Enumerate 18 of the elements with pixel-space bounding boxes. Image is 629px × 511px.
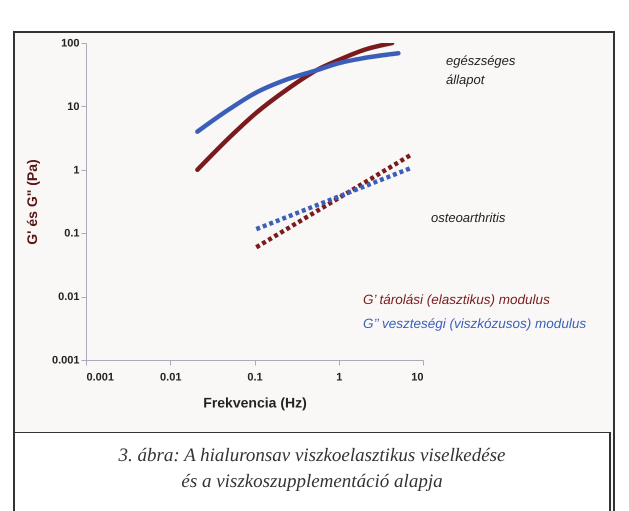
y-tick-label: 1 [73, 164, 80, 176]
x-tick-label: 0.001 [86, 372, 114, 384]
y-tick-label: 100 [61, 38, 80, 50]
text: G’ tárolási (elasztikus) modulus [363, 292, 550, 307]
y-axis-title: G' és G" (Pa) [24, 159, 40, 245]
y-tick-label: 0.001 [52, 354, 80, 366]
text: osteoarthritis [431, 210, 506, 225]
x-tick-label: 10 [411, 372, 424, 384]
x-tick-label: 1 [336, 372, 342, 384]
text: egészséges állapot [446, 53, 516, 87]
x-tick-label: 0.1 [247, 372, 263, 384]
y-tick-label: 10 [67, 100, 80, 113]
x-axis-title: Frekvencia (Hz) [203, 394, 307, 410]
y-tick-label: 0.1 [64, 228, 80, 240]
y-tick-label: 0.01 [58, 291, 80, 304]
x-tick-label: 0.01 [160, 372, 182, 384]
text: G’’ veszteségi (viszkózusos) modulus [363, 316, 586, 331]
text: 3. ábra: A hialuronsav viszkoelasztikus viselkedése és a viszkoszupplementáció alapja [118, 444, 506, 494]
